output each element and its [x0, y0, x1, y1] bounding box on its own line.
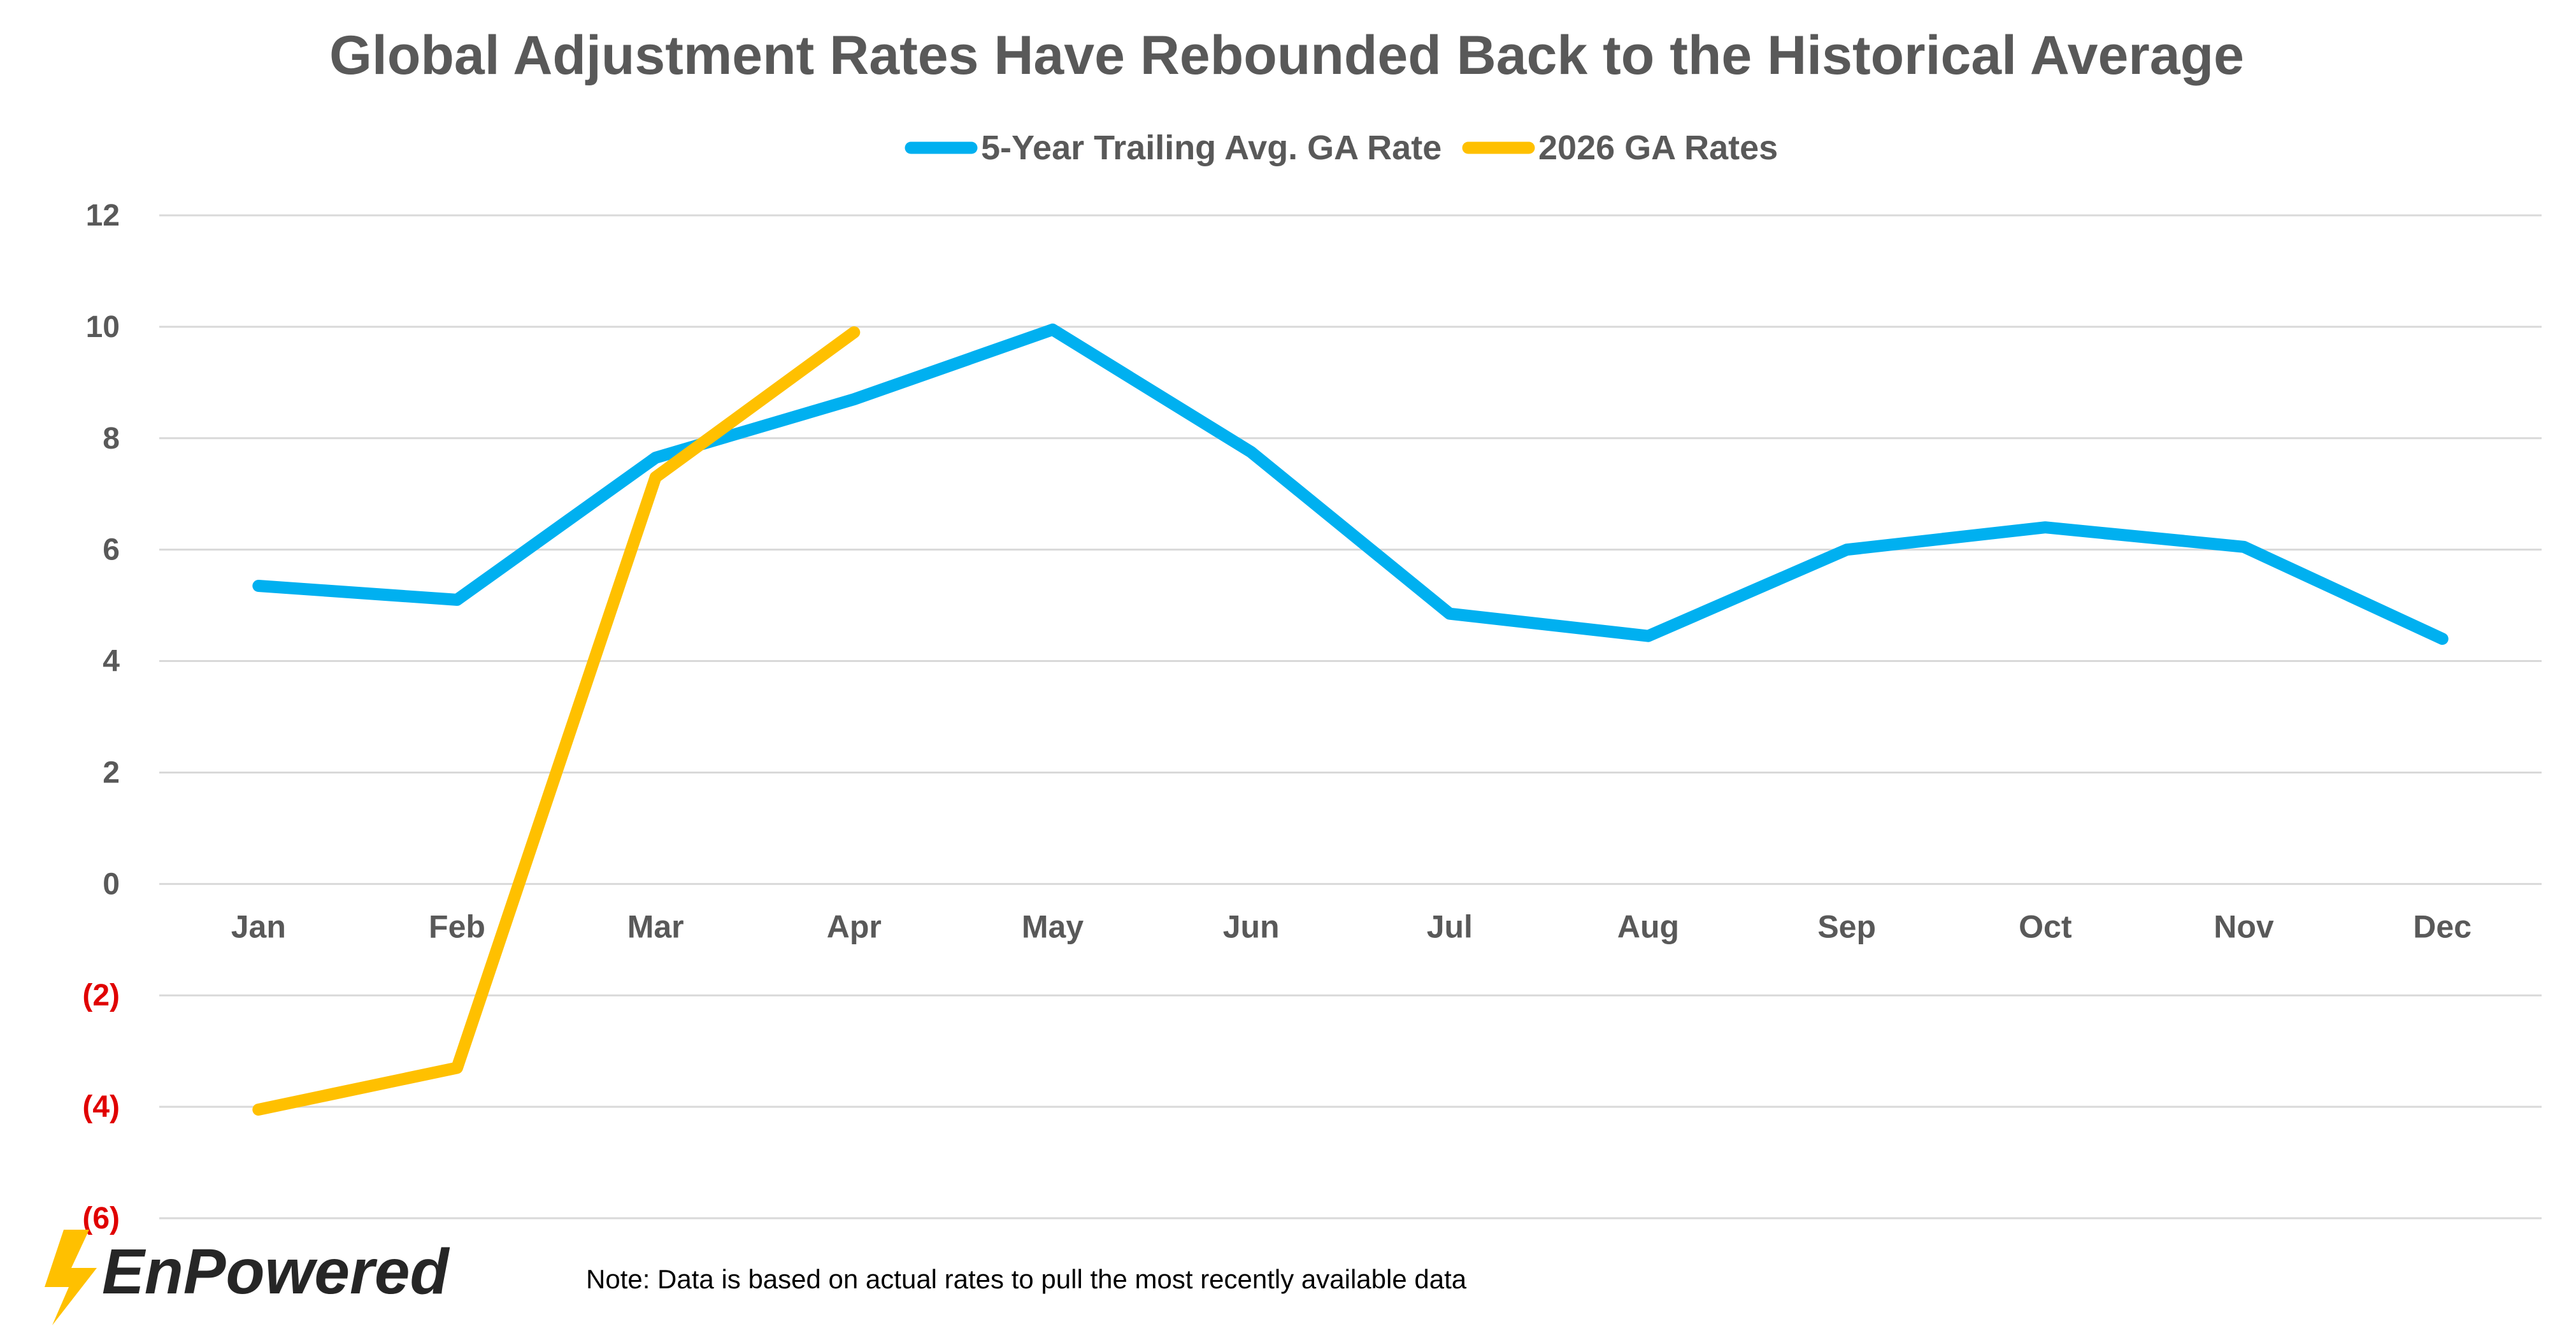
data-point: [848, 394, 859, 405]
data-point: [2437, 633, 2448, 644]
lightning-bolt-icon: [45, 1230, 97, 1325]
series-line-2: [252, 326, 861, 1116]
x-tick-label: Jan: [231, 909, 286, 944]
logo-text: EnPowered: [102, 1236, 450, 1307]
y-tick-label: 12: [86, 199, 120, 233]
y-tick-label: 10: [86, 310, 120, 344]
x-axis-ticks: Jan Feb Mar Apr May Jun Jul Aug Sep Oct Nov Dec: [231, 909, 2472, 944]
x-tick-label: Oct: [2019, 909, 2072, 944]
data-point: [650, 452, 661, 463]
chart-title: Global Adjustment Rates Have Rebounded B…: [329, 25, 2244, 86]
data-point: [1643, 631, 1654, 642]
legend-label: 5-Year Trailing Avg. GA Rate: [981, 129, 1442, 167]
data-point: [1246, 447, 1257, 457]
y-tick-label: 4: [103, 645, 120, 679]
data-point: [2040, 522, 2050, 533]
y-tick-label: (2): [82, 979, 120, 1012]
y-tick-label: 2: [103, 756, 120, 789]
x-tick-label: Nov: [2214, 909, 2274, 944]
data-point: [2238, 542, 2249, 552]
data-point: [253, 1104, 264, 1115]
y-tick-label: 6: [103, 533, 120, 567]
note-text: Note: Data is based on actual rates to p…: [586, 1264, 1467, 1294]
data-point: [1047, 324, 1058, 335]
series-lines: [252, 323, 2449, 1116]
x-tick-label: Jul: [1427, 909, 1473, 944]
data-point: [452, 1062, 462, 1073]
data-point: [1842, 544, 1852, 555]
x-tick-label: May: [1022, 909, 1084, 944]
enpowered-logo: EnPowered: [45, 1230, 450, 1325]
y-tick-label: 0: [103, 867, 120, 901]
x-tick-label: Jun: [1223, 909, 1280, 944]
data-point: [253, 580, 264, 591]
data-point: [1444, 608, 1455, 619]
series-line-1: [252, 323, 2449, 645]
x-tick-label: Apr: [827, 909, 882, 944]
x-tick-label: Dec: [2413, 909, 2472, 944]
gridlines: [159, 214, 2542, 1219]
y-tick-label: 8: [103, 422, 120, 456]
y-tick-label: (4): [82, 1090, 120, 1124]
data-point: [848, 327, 859, 338]
data-point: [650, 471, 661, 482]
x-tick-label: Sep: [1817, 909, 1876, 944]
legend-label: 2026 GA Rates: [1538, 129, 1778, 167]
legend: 5-Year Trailing Avg. GA Rate 2026 GA Rate…: [905, 129, 1778, 167]
x-tick-label: Feb: [429, 909, 485, 944]
x-tick-label: Aug: [1617, 909, 1679, 944]
data-point: [452, 594, 462, 605]
x-tick-label: Mar: [627, 909, 684, 944]
